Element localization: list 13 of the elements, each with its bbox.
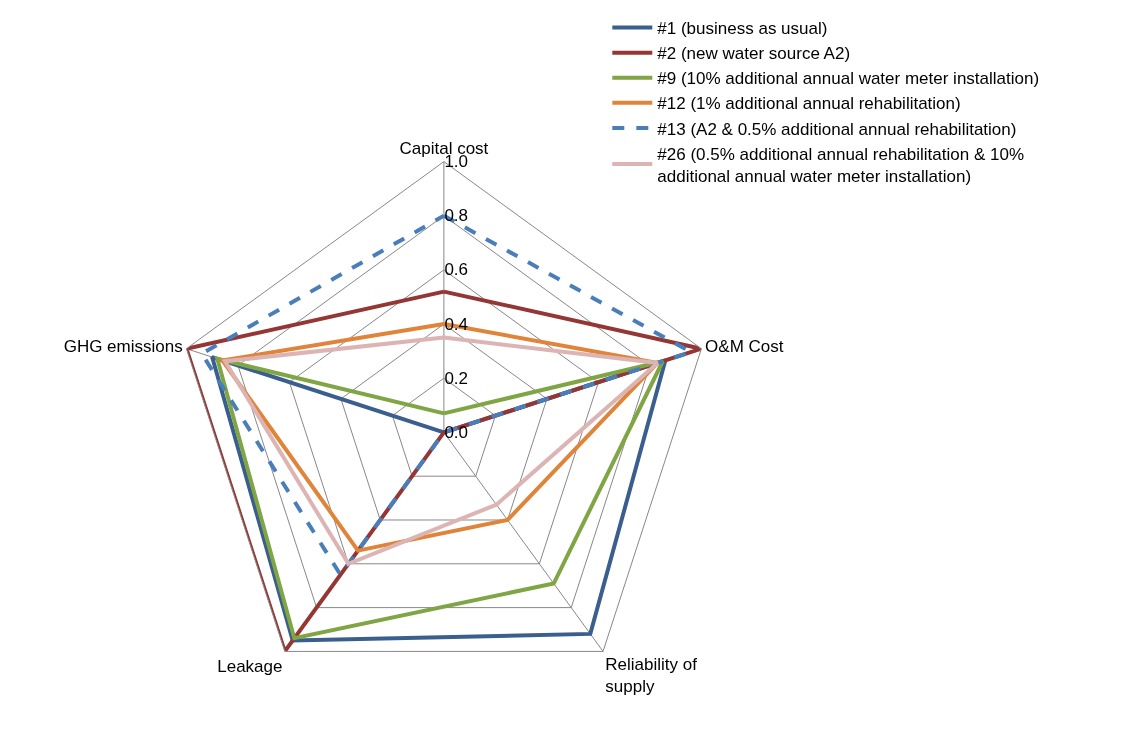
legend-label: #2 (new water source A2) [657,44,851,64]
legend-label: #26 (0.5% additional annual rehabilitation & 10% additional annual water meter installation) [657,144,1025,186]
legend-label: #1 (business as usual) [657,19,828,39]
legend-label: #13 (A2 & 0.5% additional annual rehabilitation) [657,119,1017,139]
spoke-label: Leakage [217,656,283,676]
spoke-label: Reliability of supply [605,654,698,696]
y-tick-label: 0.8 [444,206,469,226]
y-tick-label: 0.6 [444,260,469,280]
spoke-label: O&M Cost [705,337,784,357]
spoke-label: GHG emissions [63,337,183,357]
legend-label: #9 (10% additional annual water meter installation) [657,69,1040,89]
legend-label: #12 (1% additional annual rehabilitation) [657,94,961,114]
y-tick-label: 0.2 [444,368,469,388]
